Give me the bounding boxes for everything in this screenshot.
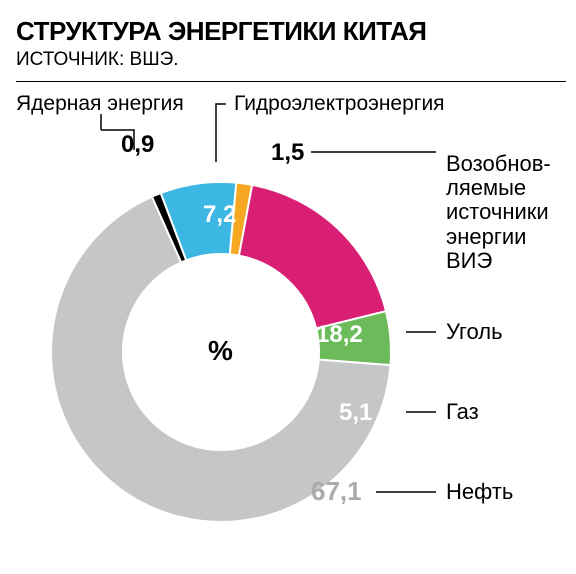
divider (16, 81, 566, 82)
slice-coal (239, 185, 386, 329)
value-oil: 67,1 (311, 477, 362, 506)
label-gas: Газ (446, 400, 479, 424)
value-gas: 5,1 (339, 400, 372, 426)
center-label: % (208, 335, 233, 367)
value-nuclear: 0,9 (121, 132, 154, 158)
label-nuclear: Ядерная энергия (16, 92, 184, 115)
chart-source: ИСТОЧНИК: ВШЭ. (16, 49, 566, 71)
label-oil: Нефть (446, 480, 513, 504)
value-coal: 18,2 (316, 322, 363, 348)
label-renewable: Возобнов-ляемыеисточникиэнергии ВИЭ (446, 152, 566, 273)
label-hydro: Гидроэлектроэнергия (234, 92, 445, 115)
label-coal: Уголь (446, 320, 503, 344)
value-hydro: 7,2 (203, 202, 236, 228)
leader-line-1 (216, 104, 226, 162)
chart-title: СТРУКТУРА ЭНЕРГЕТИКИ КИТАЯ (16, 16, 566, 47)
donut-chart: % Ядерная энергия Гидроэлектроэнергия 0,… (16, 92, 566, 572)
value-gap: 1,5 (271, 140, 304, 166)
